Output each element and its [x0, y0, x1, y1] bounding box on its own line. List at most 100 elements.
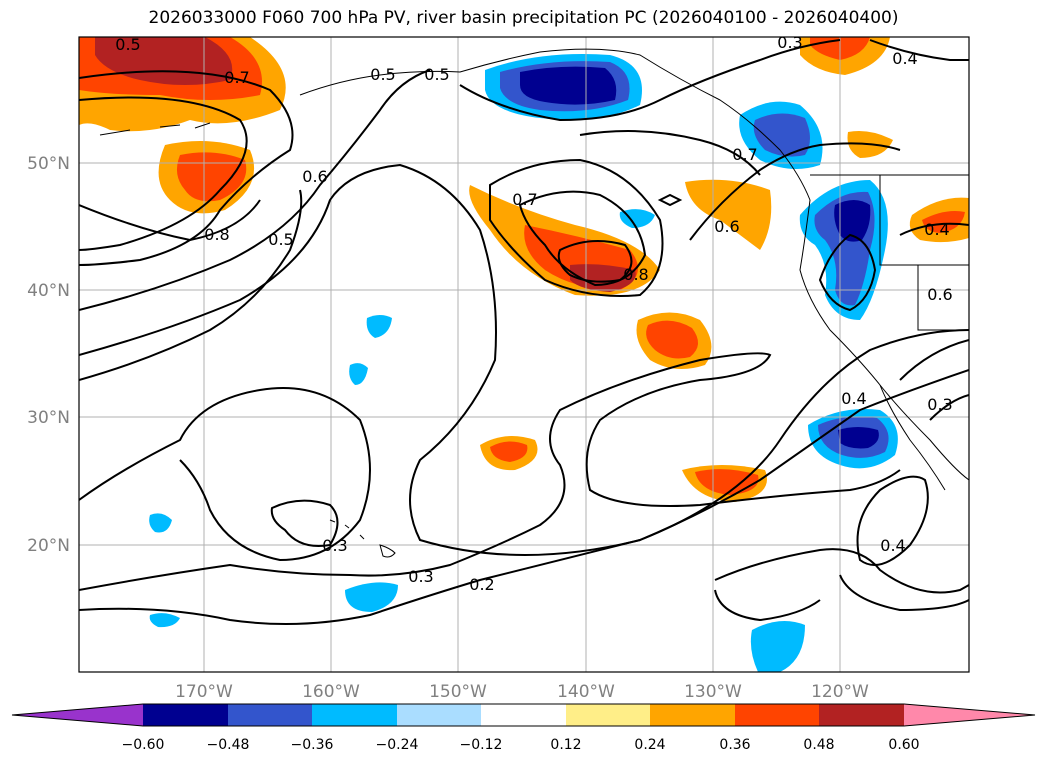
coast-west-us [799, 199, 969, 481]
colorbar-tick-label: −0.24 [376, 737, 419, 753]
shade-neg-pnw-core [834, 200, 871, 242]
shade-pos-sw-core [490, 441, 528, 462]
lon-label-120w: 120°W [811, 682, 869, 702]
contour-line-2 [79, 96, 248, 251]
precip-shading [79, 37, 969, 672]
colorbar-bin [228, 704, 312, 726]
colorbar-bin [735, 704, 819, 726]
contour-line-24 [899, 339, 969, 381]
contour-label: 0.7 [732, 145, 757, 164]
pv-contours [79, 39, 969, 625]
coast-alaska [299, 48, 811, 201]
contour-labels: 0.5 0.7 0.5 0.5 0.3 0.4 0.6 0.8 0.5 0.7 … [115, 33, 952, 594]
colorbar-extend-pos [904, 704, 1035, 726]
colorbar-tick-label: 0.48 [803, 737, 834, 753]
contour-line-13 [557, 240, 633, 283]
contour-line-8 [79, 369, 969, 625]
contour-label: 0.3 [408, 567, 433, 586]
contour-line-17 [869, 39, 969, 61]
contour-line-10 [270, 499, 339, 547]
colorbar-tick-label: −0.12 [460, 737, 503, 753]
contour-label: 0.5 [424, 65, 449, 84]
lon-label-150w: 150°W [429, 682, 487, 702]
lat-label-20n: 20°N [27, 536, 70, 556]
contour-line-15 [579, 130, 761, 176]
gridlines [79, 37, 969, 672]
contour-label: 0.2 [469, 575, 494, 594]
coast-hawaii [329, 519, 396, 558]
contour-line-6 [79, 189, 303, 381]
contour-label: 0.7 [512, 190, 537, 209]
shade-neg-s4 [349, 363, 368, 385]
contour-line-22 [839, 574, 969, 612]
shade-neg-s6 [149, 513, 172, 533]
shade-neg-s5 [619, 209, 655, 228]
contour-line-20 [856, 475, 929, 566]
colorbar-tick-label: 0.12 [550, 737, 581, 753]
colorbar-extend-neg [12, 704, 143, 726]
contour-line-4 [79, 69, 431, 311]
colorbar: −0.60 −0.48 −0.36 −0.24 −0.12 0.12 0.24 … [11, 703, 1036, 753]
contour-line-5 [79, 163, 969, 556]
colorbar-bin [819, 704, 904, 726]
contour-label: 0.8 [623, 265, 648, 284]
contour-line-12 [518, 190, 647, 287]
contour-line-11 [489, 158, 664, 297]
colorbar-bin [481, 704, 566, 726]
contour-line-23 [714, 589, 821, 622]
contour-label: 0.6 [302, 167, 327, 186]
colorbar-outline [11, 703, 1036, 727]
contour-line-26 [657, 193, 683, 207]
contour-line-16 [689, 142, 901, 241]
contour-label: 0.6 [714, 217, 739, 236]
shade-pos-w-core [176, 152, 247, 202]
contour-label: 0.7 [224, 68, 249, 87]
shade-neg-s7 [149, 613, 180, 628]
contour-label: 0.4 [892, 49, 917, 68]
shade-pos-coast [685, 179, 772, 250]
contour-label: 0.6 [927, 285, 952, 304]
contour-label: 0.5 [370, 65, 395, 84]
colorbar-tick-label: 0.24 [634, 737, 665, 753]
contour-line-3 [79, 199, 261, 242]
lon-label-170w: 170°W [175, 682, 233, 702]
contour-label: 0.5 [115, 35, 140, 54]
contour-line-25 [929, 394, 969, 421]
lon-label-140w: 140°W [557, 682, 615, 702]
colorbar-bin [566, 704, 650, 726]
lat-label-30n: 30°N [27, 408, 70, 428]
shade-pos-e-core [922, 211, 965, 233]
contour-label: 0.4 [924, 220, 949, 239]
contour-label: 0.4 [880, 536, 905, 555]
shade-pos-mid-core [646, 320, 699, 359]
contour-line-18 [818, 233, 877, 312]
contour-line-1 [79, 70, 294, 266]
contour-label: 0.8 [204, 225, 229, 244]
map-frame [78, 36, 970, 673]
lat-label-50n: 50°N [27, 154, 70, 174]
shade-neg-s2 [750, 621, 805, 672]
colorbar-bin [397, 704, 481, 726]
lon-label-160w: 160°W [302, 682, 360, 702]
contour-line-14 [459, 39, 841, 122]
shade-pos-s-core [695, 469, 759, 495]
map-title: 2026033000 F060 700 hPa PV, river basin … [148, 8, 899, 28]
contour-line-19 [899, 222, 969, 236]
shade-neg-n-core [520, 66, 617, 105]
contour-line-7 [79, 352, 901, 591]
lon-label-130w: 130°W [684, 682, 742, 702]
shade-neg-baja-core [838, 427, 879, 449]
coast-aleutians [99, 122, 211, 136]
shade-neg-bc-mid [753, 113, 810, 157]
contour-label: 0.3 [322, 536, 347, 555]
colorbar-tick-label: 0.36 [719, 737, 750, 753]
contour-line-9 [79, 387, 371, 562]
colorbar-bin [312, 704, 397, 726]
contour-label: 0.4 [841, 389, 866, 408]
latitude-labels: 50°N 40°N 30°N 20°N [27, 154, 70, 556]
contour-line-21 [714, 548, 969, 594]
colorbar-tick-label: 0.60 [888, 737, 919, 753]
contour-label: 0.3 [927, 395, 952, 414]
colorbar-tick-label: −0.36 [291, 737, 334, 753]
